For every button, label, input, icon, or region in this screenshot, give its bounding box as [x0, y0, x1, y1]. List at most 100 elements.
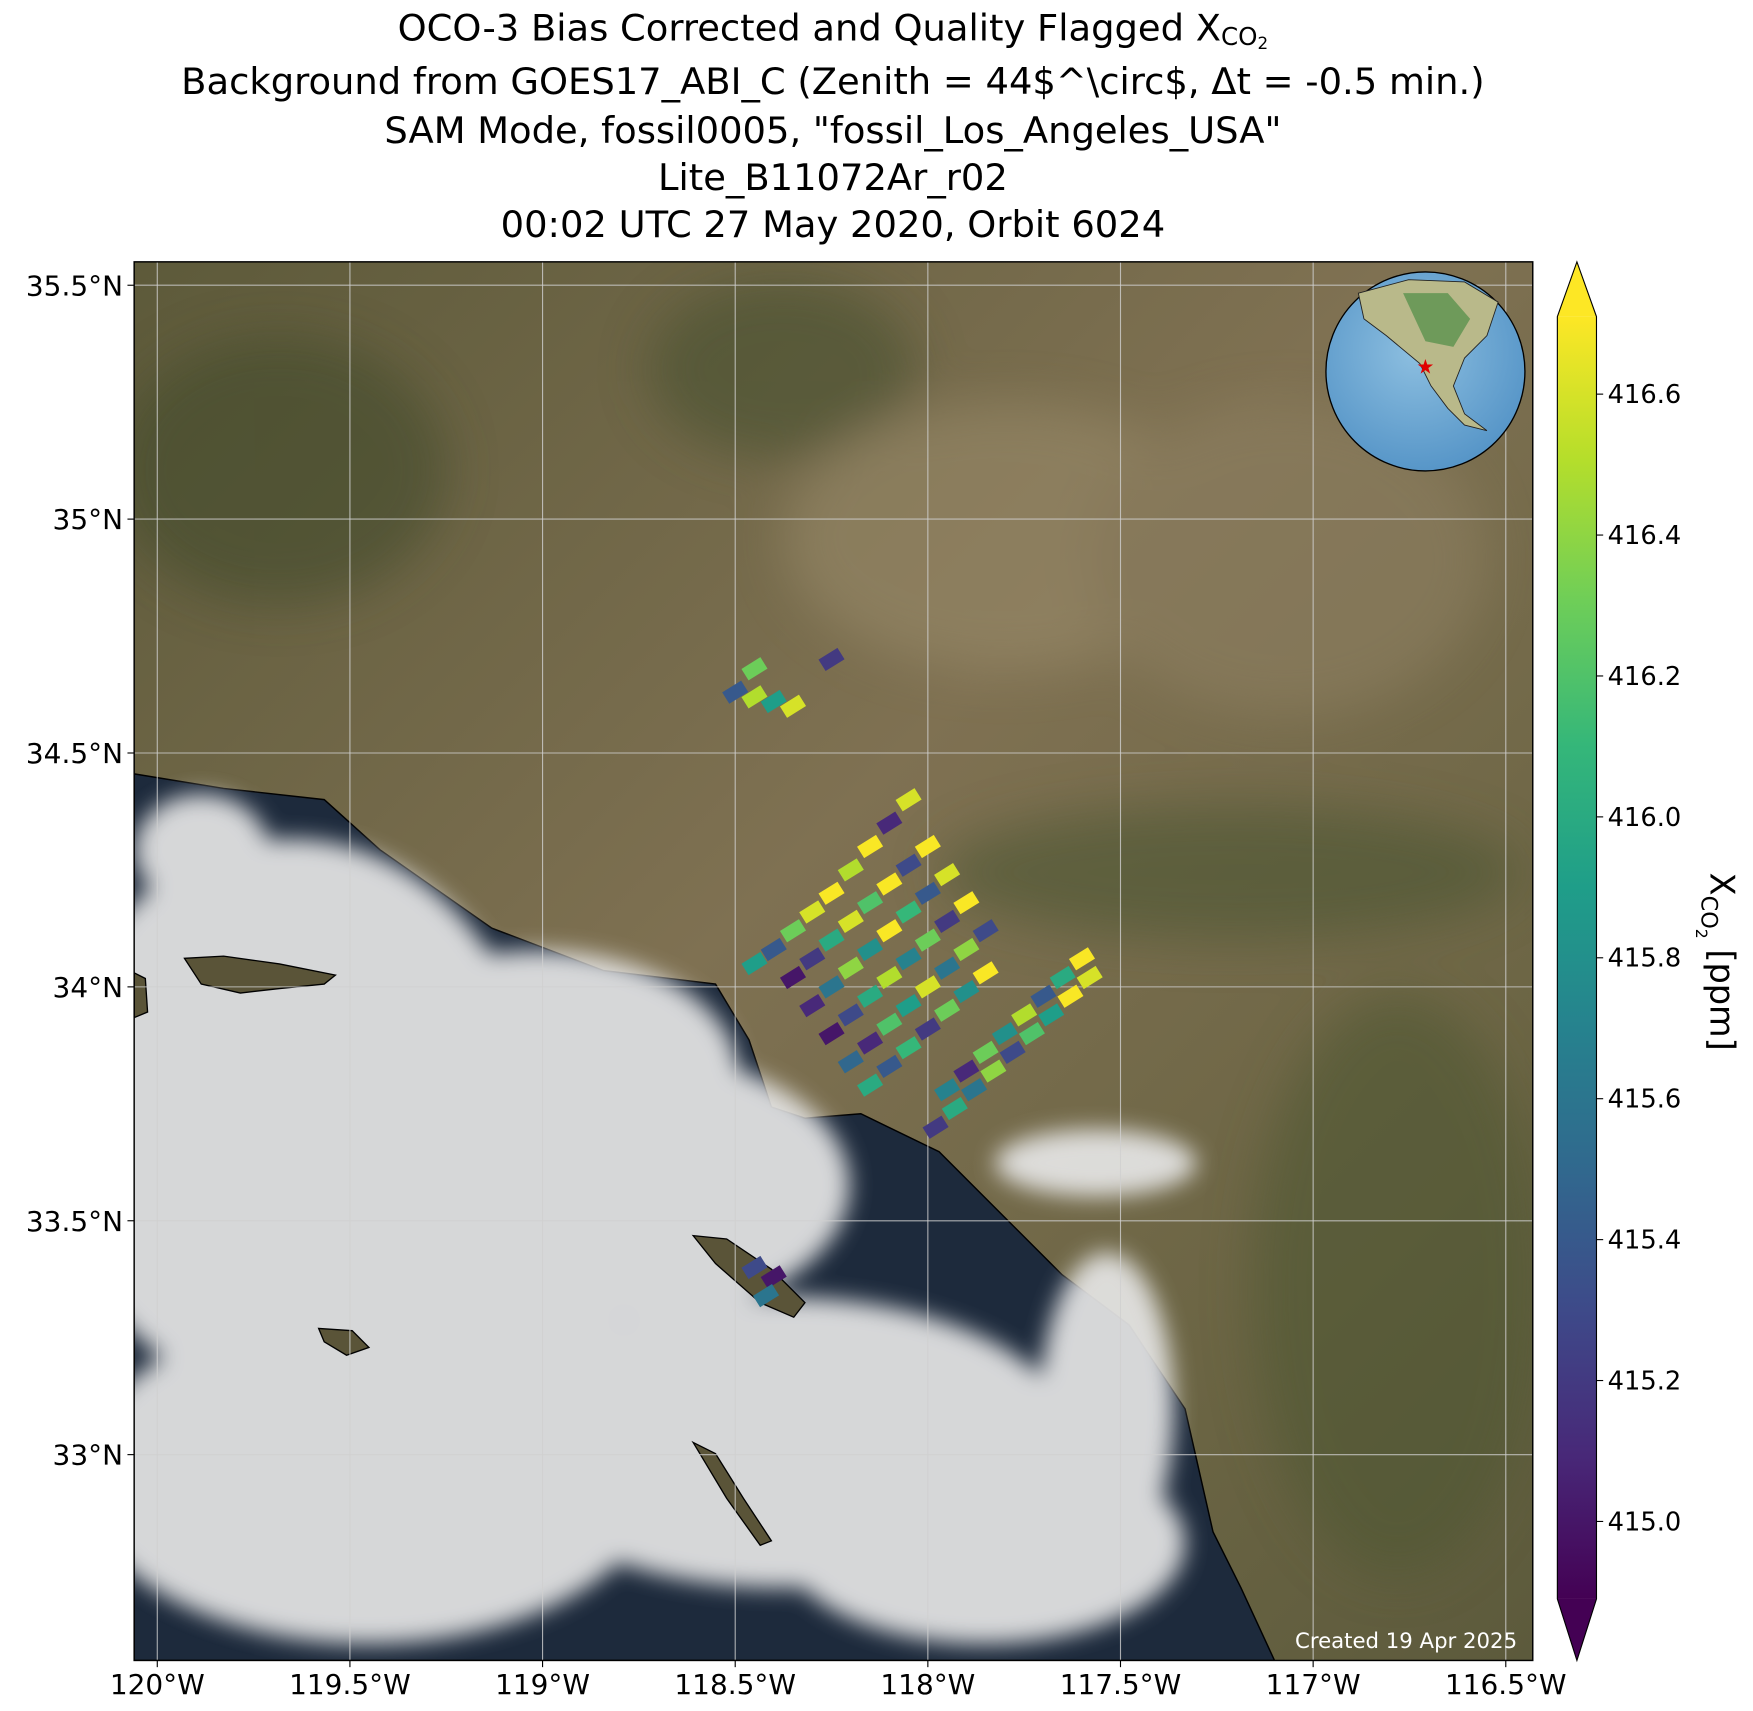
sounding — [876, 965, 903, 990]
sounding — [876, 811, 903, 835]
sounding — [818, 928, 845, 952]
sounding — [972, 1040, 999, 1064]
sounding — [818, 647, 845, 672]
colorbar-tick-label: 416.4 — [1608, 521, 1682, 551]
colorbar: 415.0 415.2 415.4 415.6 415.8 416.0 416.2 416.4… — [1556, 260, 1742, 1663]
sounding — [914, 881, 941, 905]
sounding — [953, 937, 980, 962]
sounding — [895, 993, 922, 1018]
sounding — [876, 919, 903, 943]
title-subsubscript: 2 — [1257, 33, 1268, 53]
sounding — [857, 834, 884, 859]
sounding — [953, 891, 980, 915]
sounding — [934, 909, 961, 934]
sounding — [1038, 1003, 1065, 1027]
y-tick-label: 33°N — [53, 1439, 123, 1472]
sounding — [760, 937, 787, 962]
colorbar-label-text: X — [1703, 873, 1742, 896]
sounding — [799, 900, 826, 924]
sounding — [752, 1283, 780, 1308]
sounding — [837, 1050, 864, 1074]
sounding — [799, 947, 826, 971]
sounding — [934, 956, 961, 980]
x-tick-label: 120°W — [110, 1668, 205, 1701]
sounding — [818, 1022, 845, 1046]
x-tick-label: 119.5°W — [289, 1668, 411, 1701]
y-tick-label: 34.5°N — [26, 737, 123, 770]
sounding — [999, 1040, 1026, 1064]
y-tick-label: 35°N — [53, 503, 123, 536]
inset-globe: ★ — [1325, 271, 1526, 472]
title-line: 00:02 UTC 27 May 2020, Orbit 6024 — [501, 203, 1166, 246]
sounding — [876, 1012, 903, 1036]
sounding — [895, 853, 922, 877]
sounding — [857, 891, 884, 915]
svg-text:★: ★ — [1416, 355, 1434, 379]
sounding — [1076, 965, 1103, 990]
sounding — [961, 1078, 988, 1102]
sounding — [914, 928, 941, 952]
sounding — [980, 1059, 1007, 1083]
x-tick-label: 118.5°W — [674, 1668, 796, 1701]
sounding — [1068, 947, 1096, 971]
x-tick-label: 117.5°W — [1060, 1668, 1182, 1701]
colorbar-tick-label: 416.2 — [1608, 662, 1682, 692]
title-text: Lite_B11072Ar_r02 — [658, 156, 1008, 199]
sounding — [760, 689, 787, 714]
colorbar-label-sub: CO — [1696, 896, 1722, 929]
colorbar-extend-bottom — [1557, 1598, 1597, 1661]
title-line: SAM Mode, fossil0005, "fossil_Los_Angele… — [384, 109, 1281, 152]
colorbar-body — [1557, 316, 1597, 1599]
title-text: Background from GOES17_ABI_C (Zenith = 4… — [181, 59, 1484, 102]
colorbar-outline — [1556, 260, 1598, 1663]
title-line: Background from GOES17_ABI_C (Zenith = 4… — [181, 59, 1484, 102]
sounding — [914, 1017, 941, 1041]
title-subscript: CO — [1221, 22, 1258, 51]
sounding — [741, 657, 768, 681]
sounding — [972, 919, 999, 943]
x-tick-label: 116.5°W — [1445, 1668, 1567, 1701]
colorbar-label-unit: [ppm] — [1703, 939, 1742, 1051]
y-tick-label: 35.5°N — [26, 269, 123, 302]
sounding — [857, 1031, 884, 1055]
sounding — [941, 1096, 968, 1121]
sounding — [991, 1022, 1018, 1046]
sounding — [934, 998, 961, 1022]
sounding — [876, 872, 903, 896]
colorbar-label: XCO2 [ppm] — [1692, 873, 1742, 1051]
colorbar-tick-label: 415.6 — [1608, 1085, 1682, 1115]
colorbar-tick-label: 415.4 — [1608, 1226, 1682, 1256]
sounding — [895, 788, 922, 812]
sounding — [818, 975, 845, 999]
sounding — [837, 1003, 864, 1027]
colorbar-tick-label: 415.2 — [1608, 1366, 1682, 1396]
x-tick-label: 117°W — [1266, 1668, 1361, 1701]
sounding — [953, 1059, 980, 1083]
sounding — [876, 1054, 903, 1079]
sounding — [895, 900, 922, 924]
sounding — [799, 993, 826, 1018]
sounding — [1018, 1022, 1045, 1046]
title-text: OCO-3 Bias Corrected and Quality Flagged… — [398, 6, 1221, 49]
y-tick-label: 34°N — [53, 971, 123, 1004]
sounding — [914, 975, 941, 999]
sounding — [837, 909, 864, 934]
sounding — [857, 984, 884, 1008]
sounding — [741, 685, 768, 709]
sounding — [779, 919, 807, 943]
sounding — [741, 951, 768, 976]
colorbar-label-subsub: 2 — [1692, 929, 1711, 939]
sounding — [760, 1265, 787, 1289]
colorbar-tick-label: 416.6 — [1608, 380, 1682, 410]
x-tick-label: 118°W — [880, 1668, 975, 1701]
colorbar-tick-label: 416.0 — [1608, 803, 1682, 833]
colorbar-tick-label: 415.0 — [1608, 1507, 1682, 1537]
sounding — [934, 863, 961, 887]
map-background — [134, 261, 1533, 1661]
y-tick-label: 33.5°N — [26, 1205, 123, 1238]
map-frame — [133, 261, 1534, 1662]
credit: Created 19 Apr 2025 — [1295, 1629, 1517, 1654]
title-text: 00:02 UTC 27 May 2020, Orbit 6024 — [501, 203, 1166, 246]
sounding — [895, 947, 922, 971]
sounding — [741, 1255, 768, 1280]
